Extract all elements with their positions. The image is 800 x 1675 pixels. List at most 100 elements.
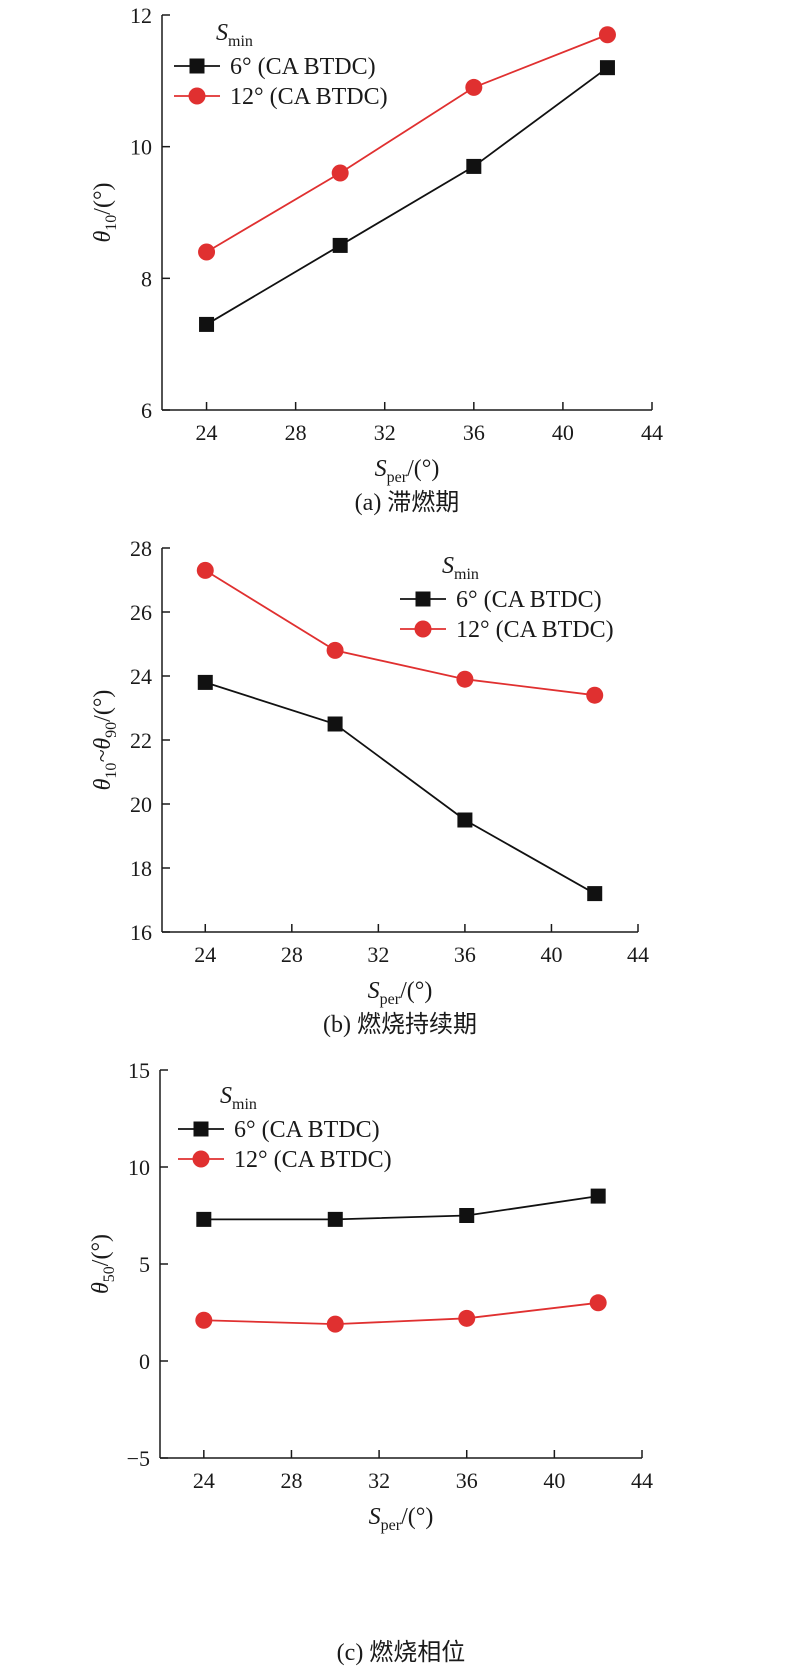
data-point-square (332, 237, 348, 253)
y-axis-label-symbol: θ (90, 778, 116, 790)
data-point-circle (331, 164, 349, 182)
y-tick-label: 8 (141, 266, 152, 291)
series-line-red (206, 33, 608, 253)
y-axis-label-subscript-2: 90 (103, 722, 120, 738)
y-axis-label-unit: /(°) (90, 690, 116, 722)
legend-label: 6° (CA BTDC) (234, 1117, 380, 1143)
legend-marker-circle (188, 87, 206, 105)
legend-title-symbol: S (220, 1083, 232, 1109)
data-point-circle (196, 561, 214, 579)
y-tick-label: 0 (139, 1349, 150, 1374)
x-axis-label-unit: /(°) (400, 978, 432, 1004)
legend-marker-square (189, 58, 205, 74)
legend-title: Smin (216, 20, 253, 50)
legend-title-subscript: min (228, 33, 253, 50)
data-point-circle (458, 1309, 476, 1327)
data-point-square (466, 158, 482, 174)
y-axis-label-subscript: 10 (103, 763, 120, 779)
y-tick-label: 26 (130, 600, 152, 625)
y-tick-label: 18 (130, 856, 152, 881)
x-axis-label: Sper/(°) (368, 978, 433, 1008)
y-tick-label: 10 (130, 135, 152, 160)
data-point-square (327, 716, 343, 732)
x-tick-label: 28 (285, 420, 307, 445)
x-axis-label-unit: /(°) (401, 1504, 433, 1530)
series-line-black (203, 1195, 599, 1221)
x-axis-label-subscript: per (380, 991, 401, 1008)
data-point-circle (598, 26, 616, 44)
data-point-square (199, 316, 215, 332)
y-axis-label: θ10~θ90/(°) (90, 690, 120, 791)
x-tick-label: 36 (456, 1468, 478, 1493)
x-tick-label: 44 (627, 942, 649, 967)
series-line-red (204, 569, 595, 697)
data-point-circle (586, 686, 604, 704)
data-point-circle (326, 641, 344, 659)
legend-label: 12° (CA BTDC) (456, 617, 614, 643)
chart-panel-a: 24 28 32 36 40 44681012Sper/(°)θ10/(°)Smin6° … (90, 3, 663, 516)
x-axis-label-subscript: per (387, 469, 408, 486)
legend-marker-circle (192, 1150, 210, 1168)
x-tick-label: 24 (196, 420, 218, 445)
y-tick-label: 10 (128, 1155, 150, 1180)
legend-label: 12° (CA BTDC) (230, 84, 388, 110)
legend-title-subscript: min (454, 566, 479, 583)
y-tick-label: 12 (130, 3, 152, 28)
x-axis-label-symbol: S (368, 978, 380, 1004)
data-point-square (327, 1211, 343, 1227)
x-axis-label-unit: /(°) (407, 456, 439, 482)
y-tick-label: 24 (130, 664, 152, 689)
y-axis-label-unit: /(°) (88, 1234, 114, 1266)
series-line-red (203, 1301, 599, 1326)
y-tick-label: 28 (130, 536, 152, 561)
y-axis-label: θ10/(°) (90, 182, 120, 242)
y-tick-label: 6 (141, 398, 152, 423)
y-axis-label-subscript: 10 (103, 215, 120, 231)
data-point-circle (198, 243, 216, 261)
legend-title: Smin (442, 553, 479, 583)
series-line-black (204, 681, 596, 895)
legend-title: Smin (220, 1083, 257, 1113)
y-tick-label: 15 (128, 1058, 150, 1083)
series-line-black (206, 66, 608, 326)
x-axis-label: Sper/(°) (369, 1504, 434, 1534)
data-point-square (196, 1211, 212, 1227)
legend-label: 6° (CA BTDC) (456, 587, 602, 613)
x-tick-label: 44 (631, 1468, 653, 1493)
chart-panel-c: 24 28 32 36 40 44−5051015Sper/(°)θ50/(°)Smin6… (88, 1058, 653, 1666)
y-tick-label: 22 (130, 728, 152, 753)
data-point-circle (456, 670, 474, 688)
x-axis-label-subscript: per (381, 1517, 402, 1534)
y-axis-label-symbol-2: ~θ (90, 738, 116, 763)
legend-title-subscript: min (232, 1096, 257, 1113)
data-point-circle (195, 1311, 213, 1329)
data-point-square (197, 674, 213, 690)
data-point-square (459, 1208, 475, 1223)
y-axis-label-subscript: 50 (101, 1266, 118, 1282)
data-point-circle (589, 1294, 607, 1312)
data-point-circle (326, 1315, 344, 1333)
y-axis-label: θ50/(°) (88, 1234, 118, 1294)
x-tick-label: 36 (454, 942, 476, 967)
x-axis-label-symbol: S (375, 456, 387, 482)
y-axis-label-symbol: θ (90, 231, 116, 243)
legend-marker-circle (414, 620, 432, 638)
x-tick-label: 24 (194, 942, 216, 967)
x-tick-label: 28 (280, 1468, 302, 1493)
data-point-circle (465, 78, 483, 96)
legend-marker-square (415, 591, 431, 607)
legend-marker-square (193, 1121, 209, 1137)
x-tick-label: 44 (641, 420, 663, 445)
chart-caption: (c) 燃烧相位 (337, 1639, 466, 1666)
x-tick-label: 32 (367, 942, 389, 967)
data-point-square (599, 60, 615, 76)
y-axis-label-unit: /(°) (90, 182, 116, 214)
legend-title-symbol: S (216, 20, 228, 46)
x-tick-label: 32 (374, 420, 396, 445)
y-tick-label: −5 (127, 1446, 150, 1471)
x-tick-label: 32 (368, 1468, 390, 1493)
y-axis-label-symbol: θ (88, 1282, 114, 1294)
data-point-square (457, 812, 473, 828)
x-axis-label-symbol: S (369, 1504, 381, 1530)
